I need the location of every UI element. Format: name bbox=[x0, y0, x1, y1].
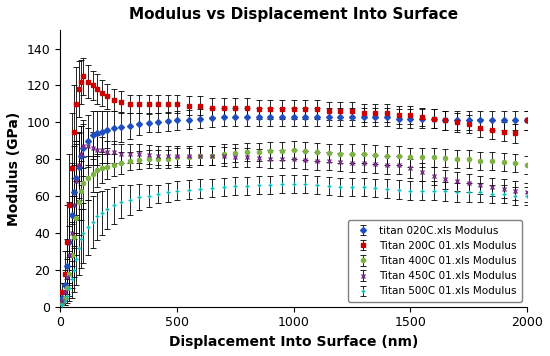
Title: Modulus vs Displacement Into Surface: Modulus vs Displacement Into Surface bbox=[129, 7, 458, 22]
Y-axis label: Modulus (GPa): Modulus (GPa) bbox=[7, 111, 21, 226]
Legend: titan 020C.xls Modulus, Titan 200C 01.xls Modulus, Titan 400C 01.xls Modulus, Ti: titan 020C.xls Modulus, Titan 200C 01.xl… bbox=[348, 220, 522, 302]
X-axis label: Displacement Into Surface (nm): Displacement Into Surface (nm) bbox=[169, 335, 419, 349]
